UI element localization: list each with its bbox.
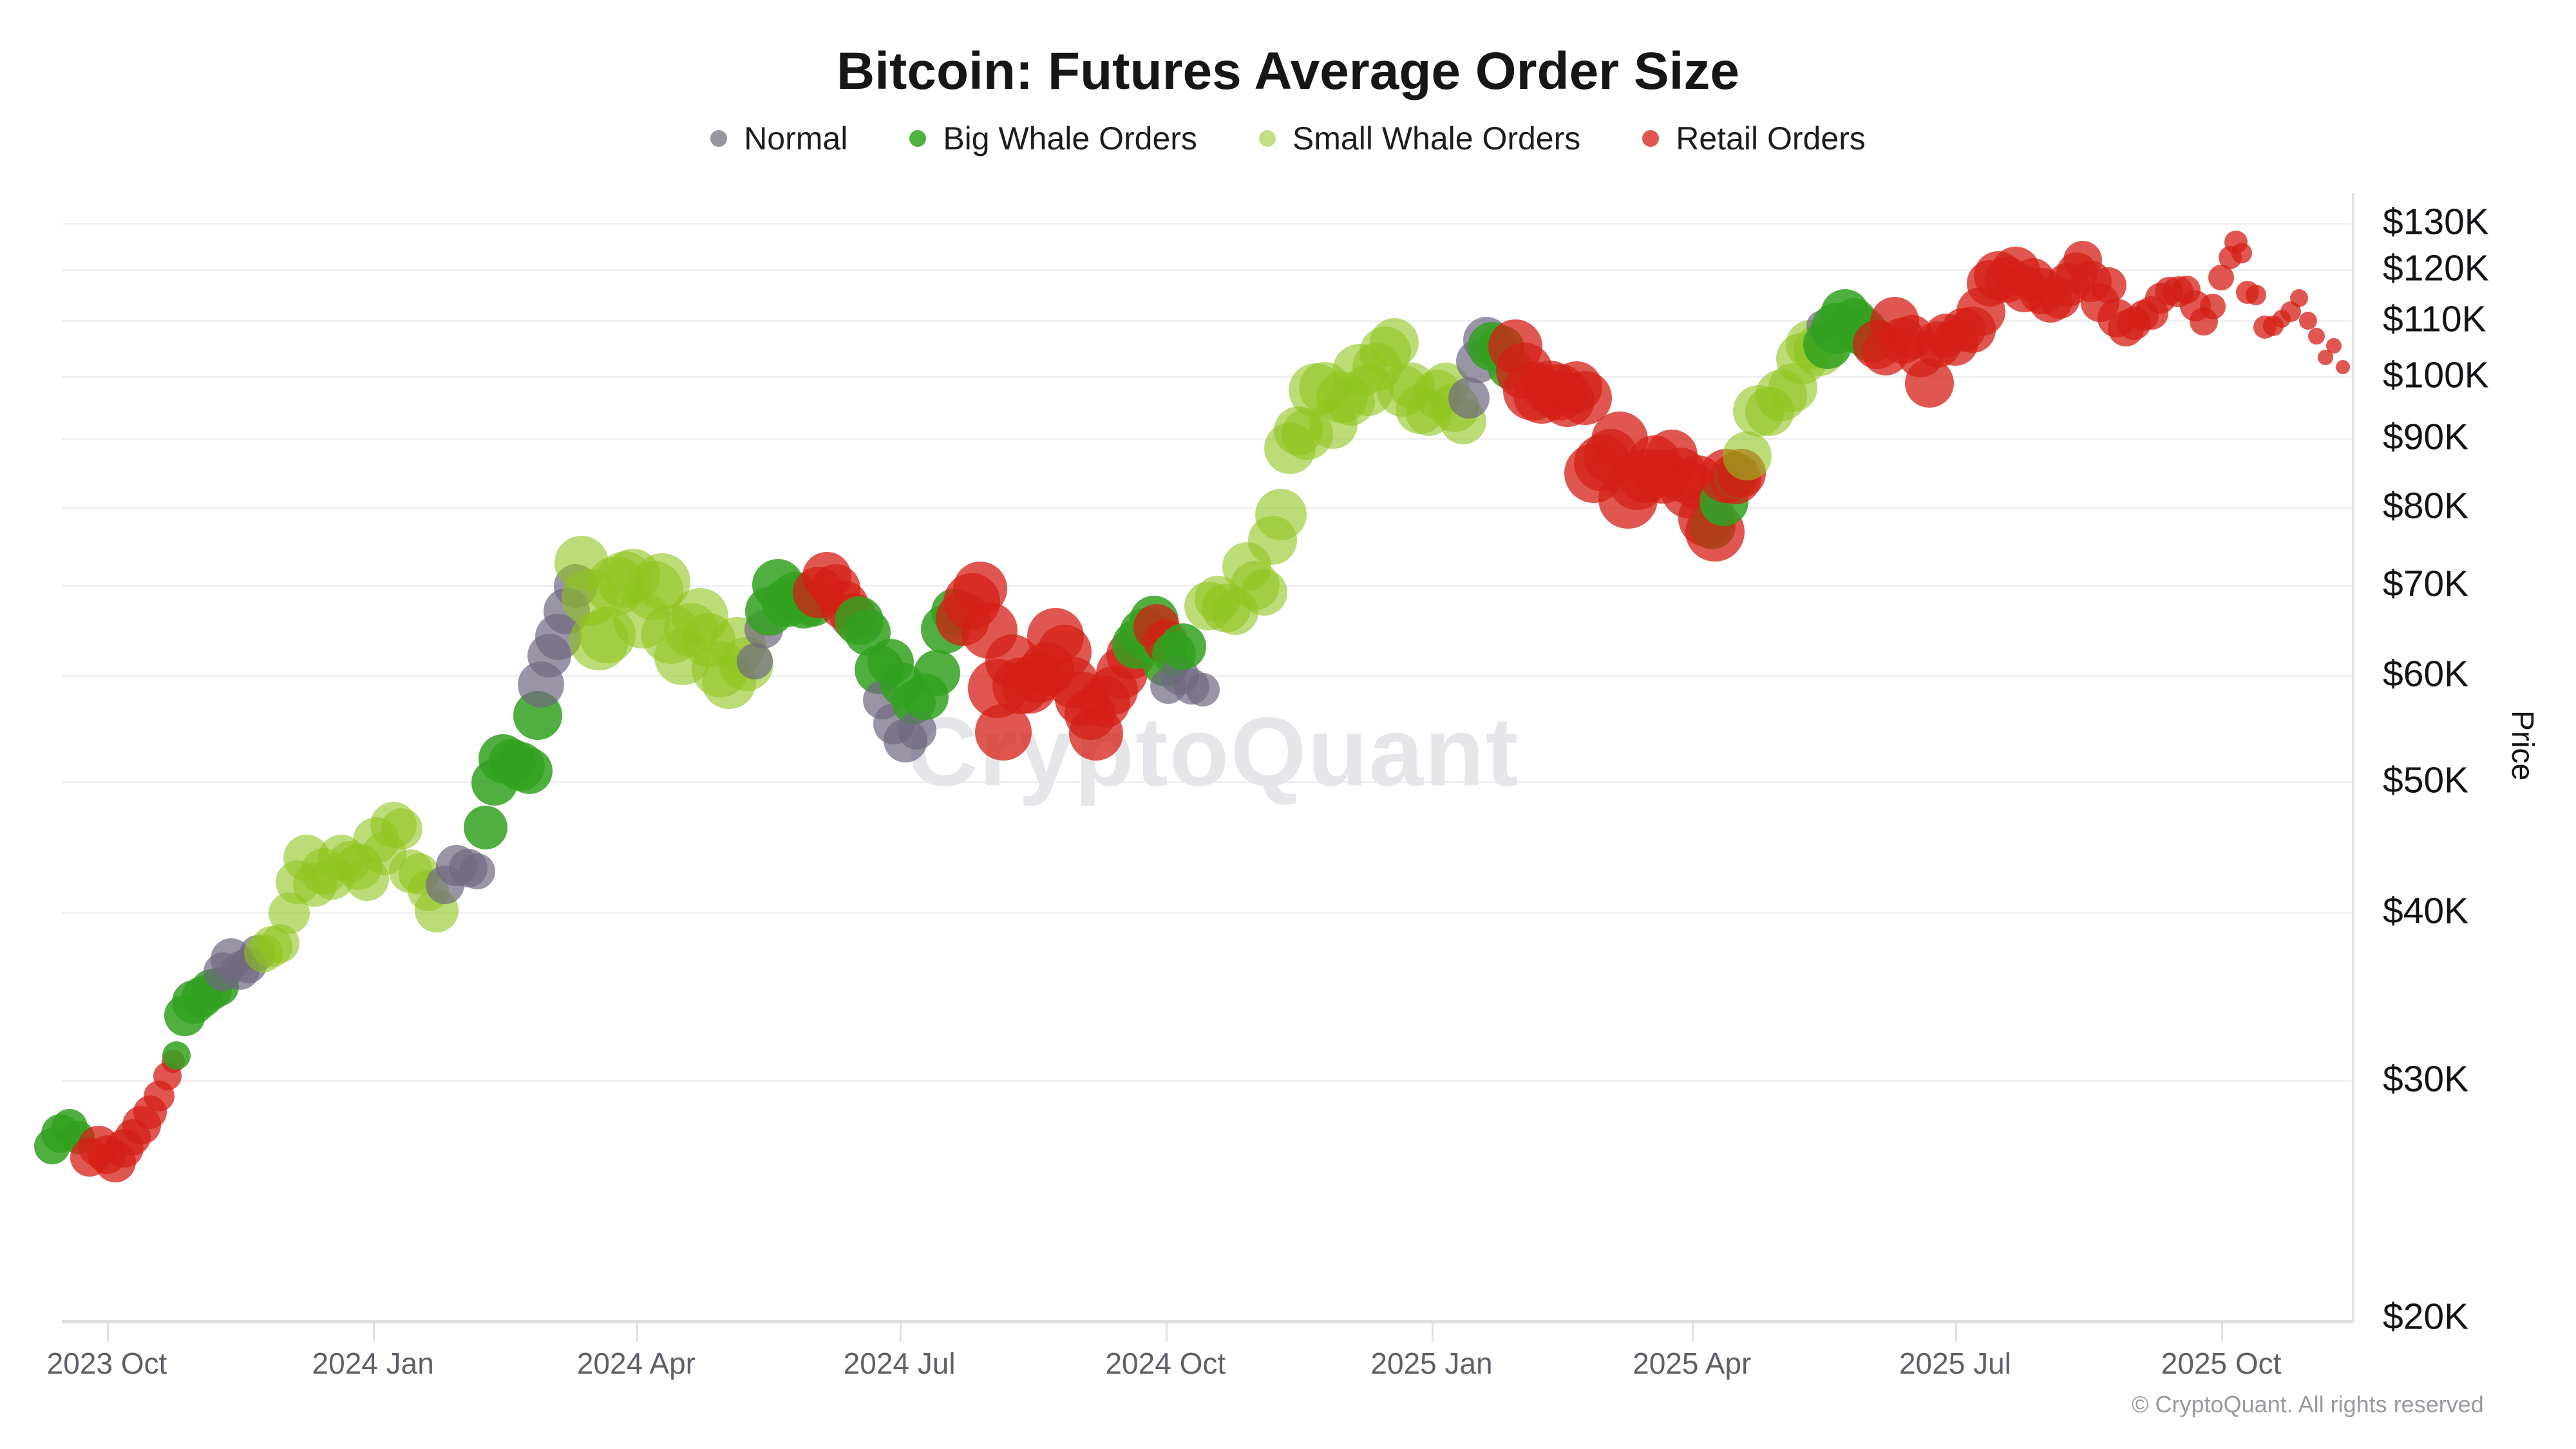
x-tick-mark (107, 1323, 109, 1341)
y-tick-label: $60K (2383, 653, 2469, 695)
legend-label: Small Whale Orders (1292, 120, 1581, 156)
x-axis-line (62, 1320, 2354, 1323)
chart-title: Bitcoin: Futures Average Order Size (837, 42, 1739, 100)
data-point-retail[interactable] (2246, 284, 2267, 305)
data-point-small_whale[interactable] (1255, 489, 1307, 541)
gridline-100k (62, 376, 2354, 378)
y-tick-label: $90K (2383, 416, 2469, 458)
x-tick-label: 2023 Oct (46, 1347, 167, 1380)
x-tick-mark (373, 1323, 375, 1341)
x-tick-mark (1432, 1323, 1434, 1341)
copyright-notice: © CryptoQuant. All rights reserved (2132, 1391, 2484, 1417)
x-tick-label: 2025 Jan (1370, 1347, 1493, 1380)
y-tick-label: $100K (2383, 354, 2489, 396)
legend-label: Retail Orders (1676, 120, 1866, 156)
x-tick-label: 2024 Jan (312, 1347, 434, 1380)
legend-item-retail[interactable]: Retail Orders (1642, 120, 1866, 157)
data-point-retail[interactable] (1904, 358, 1954, 408)
legend-label: Normal (744, 120, 848, 156)
data-point-normal[interactable] (737, 643, 773, 679)
legend-item-big_whale[interactable]: Big Whale Orders (909, 120, 1197, 157)
x-tick-mark (2221, 1323, 2224, 1341)
data-point-retail[interactable] (2231, 243, 2252, 264)
x-tick-label: 2025 Apr (1633, 1347, 1752, 1380)
y-tick-label: $40K (2383, 890, 2469, 932)
y-tick-label: $30K (2383, 1059, 2469, 1101)
data-point-big_whale[interactable] (162, 1041, 191, 1070)
gridline-50k (62, 781, 2354, 784)
y-tick-label: $50K (2383, 760, 2469, 802)
gridline-120k (62, 269, 2354, 272)
data-point-big_whale[interactable] (914, 649, 960, 696)
x-tick-label: 2024 Apr (576, 1347, 696, 1380)
data-point-small_whale[interactable] (1369, 317, 1419, 367)
x-tick-mark (1955, 1323, 1957, 1341)
data-point-retail[interactable] (2199, 294, 2226, 320)
x-tick-mark (1692, 1323, 1694, 1341)
data-point-normal[interactable] (1448, 377, 1490, 419)
gridline-130k (62, 222, 2354, 225)
data-point-big_whale[interactable] (506, 748, 553, 795)
data-point-small_whale[interactable] (1240, 569, 1287, 616)
y-tick-label: $80K (2383, 485, 2469, 527)
legend-item-normal[interactable]: Normal (710, 120, 848, 157)
data-point-retail[interactable] (2298, 312, 2317, 330)
x-tick-label: 2025 Jul (1899, 1347, 2011, 1380)
y-axis-line (2352, 193, 2354, 1323)
data-point-retail[interactable] (2090, 267, 2126, 303)
data-point-normal[interactable] (1186, 672, 1220, 706)
data-point-small_whale[interactable] (1722, 431, 1772, 481)
gridline-80k (62, 506, 2354, 509)
x-tick-mark (636, 1323, 638, 1341)
data-point-retail[interactable] (2290, 289, 2309, 308)
y-tick-label: $70K (2383, 563, 2469, 605)
small_whale-legend-dot-icon (1258, 130, 1276, 147)
data-point-retail[interactable] (2326, 338, 2342, 354)
gridline-90k (62, 437, 2354, 440)
y-tick-label: $110K (2383, 299, 2486, 341)
data-point-big_whale[interactable] (464, 806, 508, 850)
x-tick-label: 2024 Jul (843, 1347, 956, 1380)
legend: Normal Big Whale Orders Small Whale Orders… (0, 120, 2576, 157)
data-point-normal[interactable] (459, 853, 495, 889)
gridline-30k (62, 1080, 2354, 1083)
data-point-retail[interactable] (2308, 327, 2325, 345)
y-axis-title: Price (2505, 710, 2540, 781)
data-point-small_whale[interactable] (381, 808, 423, 850)
gridline-110k (62, 320, 2354, 323)
legend-item-small_whale[interactable]: Small Whale Orders (1258, 120, 1581, 157)
y-tick-label: $130K (2383, 201, 2489, 243)
big_whale-legend-dot-icon (909, 130, 927, 147)
gridline-40k (62, 912, 2354, 914)
data-point-big_whale[interactable] (1159, 623, 1206, 670)
x-tick-label: 2024 Oct (1105, 1347, 1226, 1380)
x-tick-label: 2025 Oct (2161, 1347, 2282, 1380)
y-tick-label: $20K (2383, 1296, 2469, 1338)
normal-legend-dot-icon (710, 130, 728, 147)
x-tick-mark (1165, 1323, 1168, 1341)
legend-label: Big Whale Orders (943, 120, 1197, 156)
data-point-retail[interactable] (2335, 359, 2350, 374)
x-tick-mark (899, 1323, 902, 1341)
y-tick-label: $120K (2383, 248, 2489, 290)
retail-legend-dot-icon (1642, 130, 1660, 147)
